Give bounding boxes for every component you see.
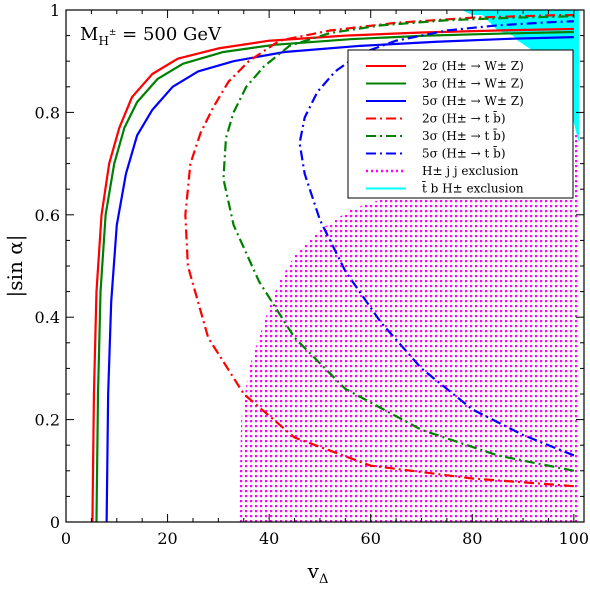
x-tick-label: 20 [157,529,177,548]
legend-box [347,49,574,199]
legend-label-6: 5σ (H± → t b̄) [422,145,506,161]
x-tick-label: 80 [462,529,482,548]
legend-label-1: 2σ (H± → W± Z) [422,59,524,73]
series-line-2 [95,30,574,522]
annotation-sub: H [98,34,108,48]
y-tick-label: 1 [50,1,60,20]
x-tick-label: 40 [259,529,279,548]
y-tick-label: 0.4 [35,308,60,327]
annotation-main: M [80,24,98,45]
legend-label-7: H± j j exclusion [422,164,519,178]
legend-label-4: 2σ (H± → t b̄) [422,110,506,126]
y-tick-label: 0 [50,513,60,532]
exclusion-region-2 [462,10,579,144]
x-tick-label: 0 [61,529,71,548]
y-tick-label: 0.2 [35,411,60,430]
annotation-rest: = 500 GeV [116,24,222,45]
legend-label-5: 3σ (H± → t b̄) [422,127,506,143]
legend-label-2: 3σ (H± → W± Z) [422,77,524,91]
axis-ticks: 0 20 40 60 80 100 0 0.2 0.4 0.6 0.8 1 [35,1,590,548]
x-tick-label: 100 [559,529,590,548]
y-tick-label: 0.8 [35,103,60,122]
series-line-4 [184,14,574,488]
y-axis-title: |sin α| [3,235,28,298]
series-line-3 [105,36,574,522]
x-tick-label: 60 [361,529,381,548]
x-axis-title: vΔ [307,559,329,587]
annotation-sup: ± [109,28,117,38]
exclusion-region-1 [238,132,579,522]
legend-label-3: 5σ (H± → W± Z) [422,94,524,108]
y-tick-label: 0.6 [35,206,60,225]
series-line-5 [222,15,575,472]
series-layer [91,14,575,522]
legend-label-8: t̄ b H± exclusion [422,180,524,196]
mass-annotation: MH± = 500 GeV [80,24,222,48]
legend: 2σ (H± → W± Z) 3σ (H± → W± Z) 5σ (H± → W± … [347,49,574,199]
exclusion-regions [238,10,579,522]
svg-text:MH± = 500 GeV: MH± = 500 GeV [80,24,222,48]
series-line-6 [298,20,575,457]
series-line-1 [91,27,574,522]
